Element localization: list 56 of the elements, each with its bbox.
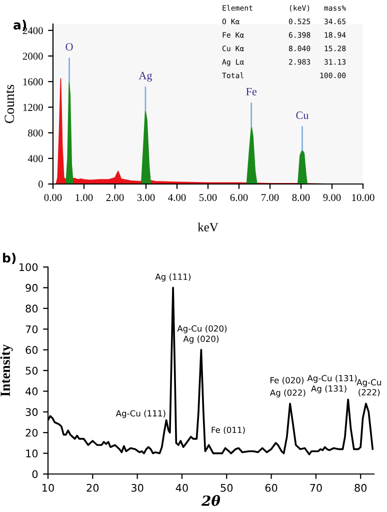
text: b): [3, 252, 16, 264]
x-axis-title: 2θ: [201, 495, 220, 506]
y-tick-label: 60: [26, 346, 38, 354]
x-tick-label: 50: [220, 484, 233, 492]
annotation: Ag: [138, 72, 152, 82]
annotation: Ag-Cu (020): [177, 325, 227, 334]
x-tick-label: 2.00: [106, 194, 124, 202]
annotation: Ag (131): [311, 385, 346, 394]
annotation: Fe (020): [270, 376, 304, 384]
y-tick-label: 10: [26, 450, 38, 458]
x-tick-label: 4.00: [168, 194, 186, 202]
annotation: Ag-Cu: [356, 379, 381, 388]
x-tick-label: 3.00: [137, 194, 155, 202]
y-tick-label: 0: [38, 180, 43, 188]
annotation: Fe: [246, 88, 257, 96]
x-tick-label: 40: [176, 484, 188, 492]
x-tick-label: 7.00: [262, 194, 279, 202]
x-axis-title: keV: [198, 222, 218, 232]
annotation: Ag (111): [155, 273, 190, 282]
annotation: Fe (011): [212, 426, 245, 434]
y-tick-label: 400: [28, 155, 43, 162]
x-tick-label: 1.00: [76, 194, 93, 202]
y-tick-label: 80: [26, 304, 38, 313]
annotation: Ag-Cu (131): [307, 374, 357, 383]
y-tick-label: 70: [26, 325, 38, 334]
x-tick-label: 30: [131, 484, 144, 492]
y-tick-label: 30: [26, 408, 38, 416]
annotation: Ag-Cu (111): [116, 410, 166, 418]
y-axis-title: Intensity: [0, 344, 13, 396]
annotation: Ag (020): [183, 336, 219, 344]
y-tick-label: 100: [20, 263, 38, 272]
y-tick-label: 90: [26, 284, 38, 292]
annotation: Cu: [296, 112, 309, 120]
y-axis-title: Counts: [4, 84, 14, 124]
y-tick-label: 50: [26, 366, 38, 375]
x-tick-label: 6.00: [230, 194, 248, 202]
annotation: O: [66, 43, 73, 51]
y-tick-label: 20: [26, 428, 38, 437]
annotation: Ag (022): [270, 389, 306, 398]
x-tick-label: 20: [86, 484, 99, 492]
x-tick-label: 10: [42, 484, 54, 492]
y-tick-label: 800: [28, 129, 43, 137]
y-tick-label: 1600: [23, 78, 43, 86]
y-tick-label: 1200: [23, 104, 43, 111]
x-tick-label: 60: [265, 484, 278, 492]
x-tick-label: 70: [310, 484, 322, 492]
x-tick-label: 80: [354, 484, 367, 492]
x-tick-label: 5.00: [199, 194, 217, 202]
x-tick-label: 10.00: [352, 194, 374, 202]
x-tick-label: 9.00: [323, 194, 341, 202]
x-tick-label: 8.00: [292, 194, 310, 202]
y-tick-label: 2000: [22, 52, 43, 60]
y-tick-label: 0: [32, 470, 38, 478]
annotation: (222): [358, 388, 380, 396]
y-tick-label: 40: [26, 387, 38, 396]
x-tick-label: 0.00: [44, 194, 62, 202]
